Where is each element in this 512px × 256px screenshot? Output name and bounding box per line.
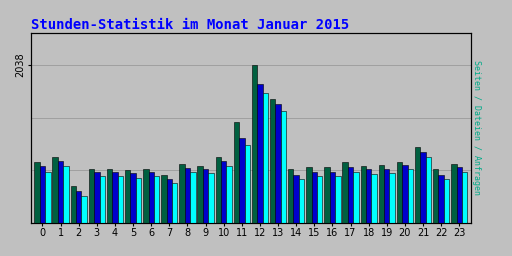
Bar [426, 157, 431, 223]
Bar [166, 179, 172, 223]
Bar [252, 65, 257, 223]
Bar [257, 83, 263, 223]
Bar [420, 152, 426, 223]
Bar [107, 169, 112, 223]
Bar [275, 104, 281, 223]
Bar [371, 174, 377, 223]
Bar [366, 169, 371, 223]
Bar [281, 111, 286, 223]
Bar [45, 173, 51, 223]
Bar [444, 179, 450, 223]
Bar [415, 147, 420, 223]
Bar [397, 162, 402, 223]
Bar [179, 164, 185, 223]
Bar [52, 157, 58, 223]
Bar [118, 176, 123, 223]
Bar [81, 196, 87, 223]
Bar [198, 165, 203, 223]
Bar [233, 122, 239, 223]
Bar [154, 176, 159, 223]
Bar [348, 167, 353, 223]
Bar [221, 161, 226, 223]
Bar [451, 164, 457, 223]
Bar [143, 169, 148, 223]
Bar [239, 138, 245, 223]
Bar [58, 161, 63, 223]
Bar [136, 178, 141, 223]
Bar [270, 99, 275, 223]
Bar [94, 173, 99, 223]
Bar [172, 183, 178, 223]
Bar [185, 168, 190, 223]
Bar [353, 172, 359, 223]
Bar [226, 165, 232, 223]
Bar [457, 167, 462, 223]
Bar [99, 176, 105, 223]
Bar [433, 169, 438, 223]
Bar [161, 175, 166, 223]
Bar [462, 172, 467, 223]
Bar [63, 165, 69, 223]
Bar [438, 175, 444, 223]
Bar [379, 165, 384, 223]
Bar [343, 162, 348, 223]
Bar [216, 157, 221, 223]
Bar [402, 165, 408, 223]
Bar [190, 173, 196, 223]
Bar [208, 173, 214, 223]
Text: Stunden-Statistik im Monat Januar 2015: Stunden-Statistik im Monat Januar 2015 [31, 18, 349, 32]
Bar [34, 162, 40, 223]
Bar [89, 169, 94, 223]
Bar [245, 145, 250, 223]
Bar [390, 173, 395, 223]
Bar [263, 93, 268, 223]
Bar [360, 165, 366, 223]
Bar [203, 169, 208, 223]
Bar [335, 176, 340, 223]
Bar [384, 169, 390, 223]
Bar [125, 170, 131, 223]
Bar [408, 169, 413, 223]
Bar [148, 173, 154, 223]
Bar [293, 175, 299, 223]
Bar [324, 167, 330, 223]
Bar [317, 176, 323, 223]
Bar [306, 167, 312, 223]
Bar [71, 186, 76, 223]
Bar [131, 173, 136, 223]
Bar [312, 172, 317, 223]
Bar [76, 191, 81, 223]
Bar [288, 169, 293, 223]
Y-axis label: Seiten / Dateien / Anfragen: Seiten / Dateien / Anfragen [472, 60, 481, 196]
Bar [330, 172, 335, 223]
Bar [112, 173, 118, 223]
Bar [299, 179, 304, 223]
Bar [40, 166, 45, 223]
